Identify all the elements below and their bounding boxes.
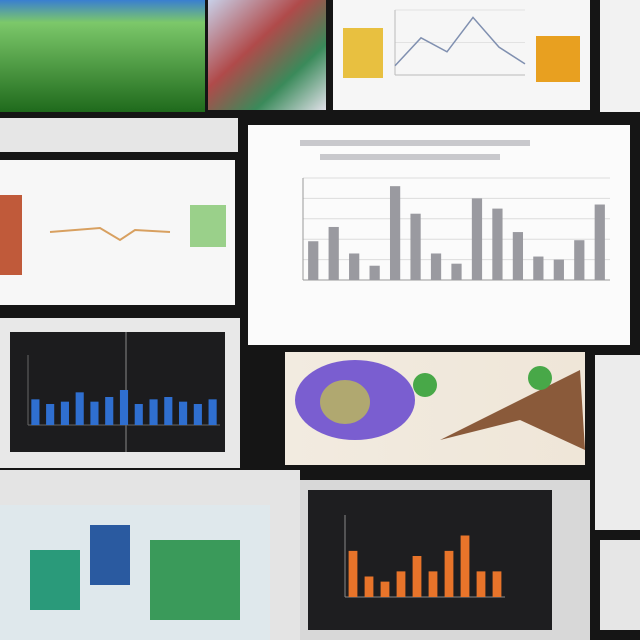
bar bbox=[533, 256, 544, 280]
thumb bbox=[190, 205, 226, 247]
image-shape bbox=[90, 525, 130, 585]
abstract-image bbox=[208, 0, 326, 110]
image-shape bbox=[30, 550, 80, 610]
bar bbox=[119, 390, 129, 425]
caption-strip bbox=[0, 118, 238, 152]
illustration-shape bbox=[440, 370, 585, 450]
bar bbox=[553, 259, 564, 280]
thumb bbox=[536, 36, 580, 82]
bar bbox=[444, 550, 454, 597]
bar bbox=[410, 213, 421, 280]
bar bbox=[396, 571, 406, 597]
bar bbox=[328, 226, 339, 280]
illustration-shape bbox=[320, 380, 370, 424]
bar bbox=[428, 571, 438, 597]
illustration-shape bbox=[413, 373, 437, 397]
bar bbox=[451, 263, 462, 280]
bar bbox=[389, 186, 401, 280]
bar bbox=[476, 571, 486, 597]
decor-line bbox=[49, 226, 171, 242]
bar bbox=[430, 253, 442, 280]
bar bbox=[574, 240, 585, 280]
bar bbox=[134, 404, 143, 425]
image-shape bbox=[150, 540, 240, 620]
bar bbox=[412, 556, 422, 597]
bar bbox=[31, 399, 40, 425]
bar bbox=[164, 397, 173, 425]
bar bbox=[364, 576, 374, 597]
thumb bbox=[0, 195, 22, 275]
panel bbox=[600, 540, 640, 630]
bar bbox=[380, 581, 390, 597]
bar bbox=[512, 232, 524, 280]
bar bbox=[60, 401, 69, 425]
line bbox=[394, 16, 526, 67]
panel bbox=[595, 355, 640, 530]
bar bbox=[369, 265, 380, 280]
title-blur bbox=[300, 140, 530, 146]
bar bbox=[594, 204, 605, 280]
illustration-shape bbox=[528, 366, 552, 390]
bar bbox=[46, 404, 55, 425]
bar bbox=[208, 399, 217, 425]
main-chart-panel bbox=[248, 125, 630, 345]
bar bbox=[308, 241, 319, 280]
bar bbox=[193, 404, 202, 425]
bar bbox=[75, 392, 84, 425]
bar bbox=[471, 198, 483, 280]
dark-chart-panel bbox=[10, 332, 225, 452]
bar bbox=[460, 535, 470, 597]
bar bbox=[349, 253, 360, 280]
bar bbox=[492, 208, 503, 280]
grass-image bbox=[0, 0, 205, 112]
bar bbox=[179, 401, 188, 425]
bar bbox=[105, 397, 114, 425]
bar bbox=[149, 399, 158, 425]
bar bbox=[348, 550, 358, 597]
bar bbox=[492, 571, 502, 597]
bar bbox=[90, 401, 99, 425]
title-blur bbox=[320, 154, 500, 160]
panel bbox=[600, 0, 640, 112]
thumb bbox=[343, 28, 383, 78]
